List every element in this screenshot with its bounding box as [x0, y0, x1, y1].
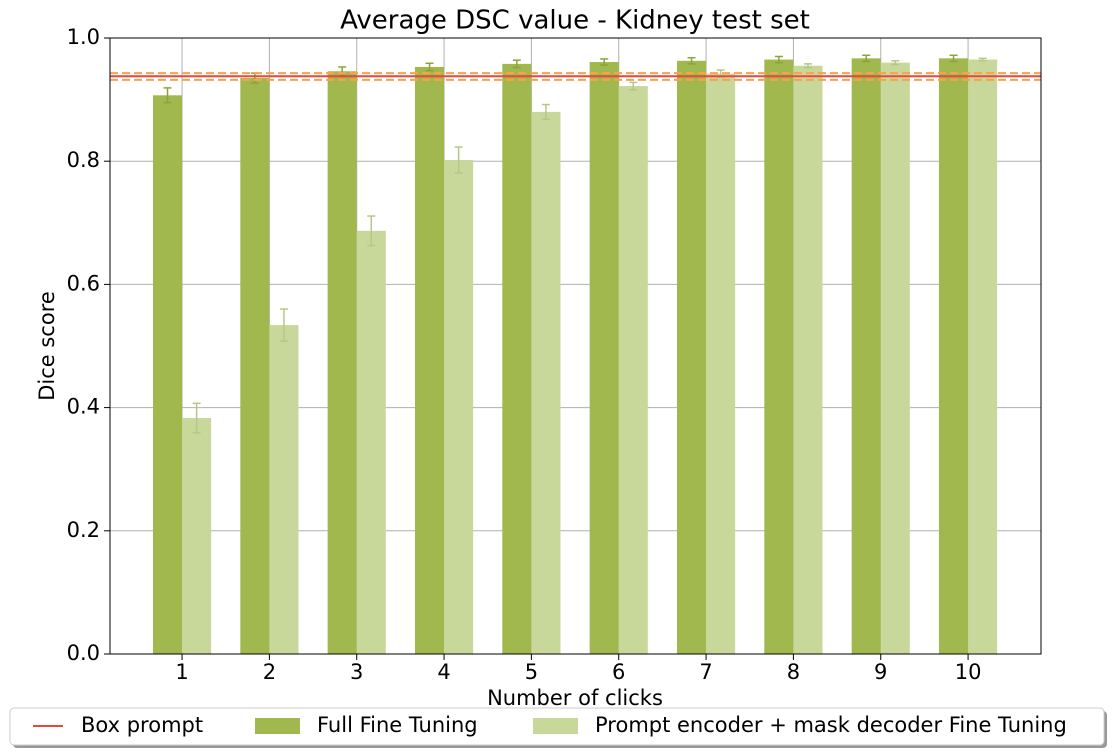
bar [764, 59, 794, 655]
x-tick-label: 4 [437, 660, 450, 684]
x-tick-label: 7 [699, 660, 712, 684]
bar [531, 111, 561, 655]
bar [269, 325, 299, 654]
bar [327, 71, 357, 655]
x-tick-label: 5 [525, 660, 538, 684]
x-tick-label: 8 [787, 660, 800, 684]
bar [240, 78, 270, 655]
x-axis-label: Number of clicks [487, 686, 663, 710]
bar [938, 58, 969, 654]
legend-label: Box prompt [81, 713, 203, 737]
bar [793, 65, 823, 655]
bar [589, 62, 619, 655]
x-tick-label: 10 [955, 660, 982, 684]
y-tick-label: 0.8 [67, 148, 100, 172]
bar [182, 418, 212, 654]
legend-label: Prompt encoder + mask decoder Fine Tunin… [595, 713, 1067, 737]
x-tick-label: 2 [263, 660, 276, 684]
bar [152, 95, 183, 654]
y-tick-label: 0.0 [67, 641, 100, 665]
bar [444, 159, 474, 654]
bar [880, 62, 910, 654]
x-tick-label: 1 [175, 660, 188, 684]
legend-label: Full Fine Tuning [317, 713, 478, 737]
y-tick-label: 0.4 [67, 395, 100, 419]
bar [851, 58, 881, 654]
bar [356, 230, 386, 655]
bar [968, 59, 998, 655]
bar [676, 60, 707, 655]
x-tick-label: 6 [612, 660, 625, 684]
bar [414, 66, 445, 654]
y-tick-label: 0.6 [67, 271, 100, 295]
plot-frame [109, 37, 1042, 655]
x-tick-label: 3 [350, 660, 363, 684]
y-tick-label: 1.0 [67, 25, 100, 49]
bar [706, 73, 736, 654]
bar [618, 86, 648, 655]
y-axis-label: Dice score [35, 291, 59, 401]
x-tick-label: 9 [874, 660, 887, 684]
legend-swatch [255, 718, 300, 734]
legend-swatch [533, 718, 578, 734]
chart-title: Average DSC value - Kidney test set [340, 6, 810, 36]
y-tick-label: 0.2 [67, 518, 100, 542]
bar [502, 63, 532, 654]
